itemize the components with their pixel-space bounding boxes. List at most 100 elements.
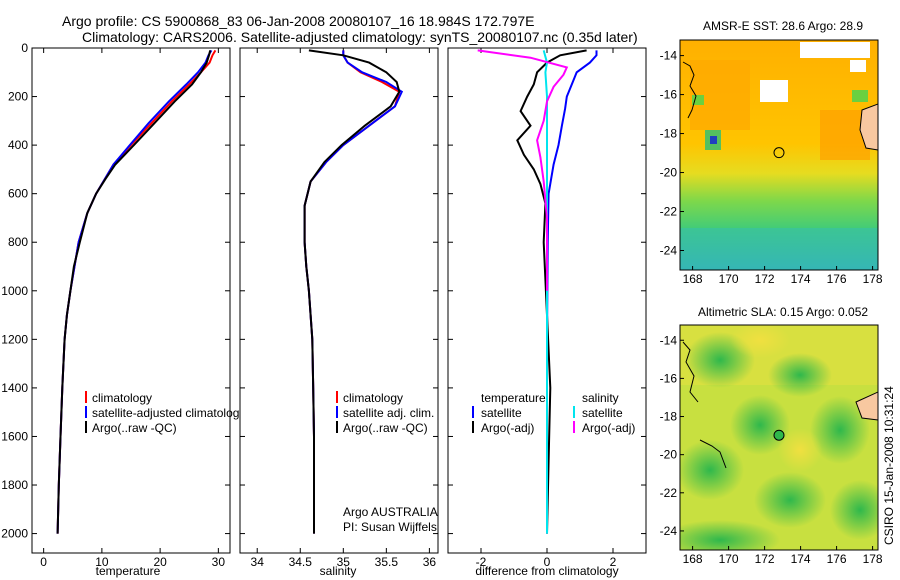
difference-xlabel: difference from climatology [475,564,618,578]
sst-green-cell [692,95,704,105]
x-tick-label: 35 [337,555,351,569]
land-mass [855,391,878,421]
depth-tick-label: 1400 [1,381,28,395]
latitude-tick-label: -24 [660,524,678,538]
latitude-tick-label: -20 [660,166,678,180]
coastline [699,439,727,469]
sst-map-frame [679,39,879,271]
sla-anomaly-low [680,520,780,550]
longitude-tick-label: 172 [755,272,775,286]
sst-missing-data [850,60,866,72]
series-line [56,50,212,534]
legend-label-satellite: satellite-adjusted climatology [92,406,245,420]
sla-anomaly-low [754,472,826,528]
longitude-tick-label: 176 [827,552,847,566]
longitude-tick-label: 168 [683,552,703,566]
depth-tick-label: 1000 [1,284,28,298]
sla-map-frame [679,324,879,551]
float-program-label: Argo AUSTRALIA [343,505,438,519]
x-tick-label: 34.5 [289,555,313,569]
x-tick-label: 35.5 [375,555,399,569]
argo-position-marker [773,147,785,159]
legend-label-temp-satellite: satellite [481,406,522,420]
temperature-axes [31,47,231,554]
legend-label-climatology: climatology [343,391,403,405]
longitude-tick-label: 170 [719,552,739,566]
longitude-tick-label: 174 [791,552,811,566]
latitude-tick-label: -22 [660,486,678,500]
x-tick-label: 36 [423,555,437,569]
legend-label-temp-argo: Argo(-adj) [481,421,534,435]
depth-tick-label: 1600 [1,429,28,443]
sla-map-panel: Altimetric SLA: 0.15 Argo: 0.052 168 170 1… [660,305,883,566]
series-line [477,49,569,291]
difference-legend: temperature satellite Argo(-adj) salinit… [472,391,635,435]
sst-blue-cell [710,136,717,144]
latitude-tick-label: -18 [660,127,678,141]
depth-tick-label: 400 [8,138,28,152]
temperature-series [56,49,217,534]
salinity-panel: 34 34.5 35 35.5 36 salinity climatology sate… [239,47,439,578]
difference-axis-ticks: -2 0 2 [448,47,646,569]
longitude-tick-label: 176 [827,272,847,286]
x-tick-label: 0 [40,555,47,569]
argo-position-marker [773,429,785,441]
legend-label-argo: Argo(..raw -QC) [343,421,428,435]
salinity-xlabel: salinity [320,564,357,578]
salinity-axes [239,47,439,554]
coastline [682,341,699,403]
figure-title-line1: Argo profile: CS 5900868_83 06-Jan-2008 … [62,13,535,29]
sla-anomaly-high [730,325,790,358]
sla-anomaly-low [730,395,790,455]
temperature-panel: 0 10 20 30 0 200 400 600 800 1000 1200 1400 1600 1800… [1,41,245,578]
sla-anomaly-low [830,480,878,540]
sst-map-panel: AMSR-E SST: 28.6 Argo: 28.9 168 170 172 174… [660,19,883,286]
legend-header-temperature: temperature [481,391,546,405]
latitude-tick-label: -18 [660,410,678,424]
depth-tick-label: 1200 [1,332,28,346]
longitude-tick-label: 178 [863,552,883,566]
legend-label-satellite: satellite adj. clim. [343,406,434,420]
figure-title-line2: Climatology: CARS2006. Satellite-adjuste… [82,29,638,45]
salinity-legend: climatology satellite adj. clim. Argo(..… [336,391,434,435]
depth-tick-label: 200 [8,90,28,104]
longitude-tick-label: 178 [863,272,883,286]
x-tick-label: -2 [476,555,487,569]
sla-anomaly-low [768,353,832,397]
sla-map-field [680,325,878,550]
land-mass [859,103,878,151]
depth-tick-label: 2000 [1,527,28,541]
series-line [303,49,401,534]
salinity-axis-ticks: 34 34.5 35 35.5 36 [240,47,438,569]
salinity-series [303,49,404,534]
sla-anomaly-high [778,428,822,472]
legend-label-argo: Argo(..raw -QC) [92,421,177,435]
temperature-xlabel: temperature [96,564,161,578]
sst-map-ticks: 168 170 172 174 176 178 -14 -16 -18 -20 -22 -24 [660,49,883,286]
sst-green-cell [852,90,868,102]
sst-map-field [680,40,878,270]
longitude-tick-label: 174 [791,272,811,286]
credit-timestamp: CSIRO 15-Jan-2008 10:31:24 [882,386,896,545]
sst-map-title: AMSR-E SST: 28.6 Argo: 28.9 [703,19,863,33]
legend-label-sal-argo: Argo(-adj) [582,421,635,435]
latitude-tick-label: -14 [660,333,678,347]
sla-anomaly-low [680,440,744,500]
latitude-tick-label: -22 [660,205,678,219]
longitude-tick-label: 170 [719,272,739,286]
depth-tick-label: 1800 [1,478,28,492]
latitude-tick-label: -16 [660,371,678,385]
x-tick-label: 0 [544,555,551,569]
legend-label-sal-satellite: satellite [582,406,623,420]
sst-missing-data [800,42,870,58]
principal-investigator-label: PI: Susan Wijffels [343,520,437,534]
depth-tick-label: 600 [8,187,28,201]
x-tick-label: 20 [153,555,167,569]
longitude-tick-label: 168 [683,272,703,286]
temperature-legend: climatology satellite-adjusted climatolo… [85,391,245,435]
longitude-tick-label: 172 [755,552,775,566]
sla-map-title: Altimetric SLA: 0.15 Argo: 0.052 [698,305,868,319]
difference-panel: -2 0 2 difference from climatology tempera… [447,47,647,578]
x-tick-label: 2 [610,555,617,569]
